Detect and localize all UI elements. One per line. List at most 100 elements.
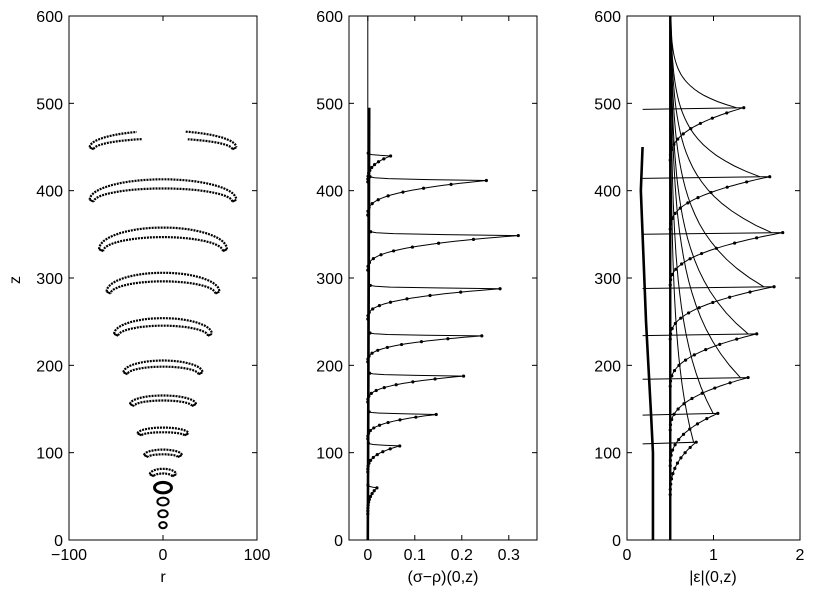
- profile-marker: [682, 402, 686, 406]
- spike-marker: [377, 423, 382, 427]
- spike-marker: [366, 437, 370, 441]
- profile-marker: [679, 316, 683, 320]
- y-tick-label: 300: [316, 271, 343, 288]
- panel-sigma-rho: 0 0.1 0.2 0.3 0 100 200 300 400 500 600 (σ−ρ)(0,z): [316, 9, 538, 586]
- spike-marker: [367, 171, 371, 175]
- shell-outer-arc: [88, 130, 137, 148]
- profile-tail: [670, 15, 714, 414]
- shell-inner-arc: [92, 138, 142, 150]
- spike-marker: [367, 410, 371, 414]
- shell-cap: [143, 454, 149, 459]
- shell: [98, 226, 228, 253]
- x-tick-label: 0.2: [451, 547, 473, 564]
- shell-inner-arc: [92, 187, 234, 202]
- profile-tail: [670, 15, 764, 288]
- spike-marker: [398, 418, 402, 422]
- profile-marker: [670, 327, 674, 331]
- profile-marker: [709, 190, 713, 195]
- profile-marker: [669, 477, 674, 481]
- panel-epsilon-data: [639, 15, 785, 540]
- profile-marker: [668, 158, 672, 162]
- panel-sigma-rho-data: [366, 16, 520, 541]
- shell-outer-arc: [113, 317, 213, 335]
- spike-marker: [366, 209, 370, 213]
- x-tick-label: 0: [623, 547, 632, 564]
- spike-marker: [366, 180, 370, 184]
- profile-marker: [728, 295, 732, 299]
- spike-marker: [375, 486, 379, 490]
- panel-epsilon-xlabel: |ε|(0,z): [689, 569, 736, 586]
- shell-cap: [98, 248, 104, 253]
- shell: [157, 509, 169, 519]
- shell-outer-arc: [88, 178, 238, 200]
- x-tick-label: −100: [51, 547, 87, 564]
- profile-curve: [642, 232, 783, 285]
- y-tick-label: 400: [316, 184, 343, 201]
- spike-marker: [366, 434, 370, 438]
- shell-inner-arc: [109, 280, 217, 294]
- profile-marker: [692, 353, 696, 357]
- y-tick-label: 200: [36, 358, 63, 375]
- profile-marker: [755, 236, 759, 240]
- spike-marker: [366, 264, 370, 268]
- spike: [366, 483, 379, 516]
- shell: [136, 426, 190, 437]
- spike-marker: [386, 420, 390, 425]
- profile-marker: [673, 211, 677, 215]
- profile-curve: [642, 377, 749, 430]
- shell-cap: [123, 371, 128, 376]
- profile-marker: [672, 412, 676, 416]
- spike-marker: [366, 441, 371, 445]
- shell: [88, 178, 238, 203]
- y-tick-label: 200: [594, 358, 621, 375]
- profile-marker: [748, 290, 752, 294]
- profile-tail: [670, 15, 737, 109]
- spike-marker: [367, 260, 372, 265]
- shell-outer-arc: [136, 426, 190, 434]
- spike-marker: [382, 386, 386, 390]
- profile-marker: [678, 206, 682, 210]
- y-tick-label: 500: [316, 96, 343, 113]
- profile-marker: [670, 417, 674, 422]
- spike-marker: [394, 383, 398, 387]
- shell-ring: [153, 480, 173, 495]
- panel-epsilon: 0 1 2 0 100 200 300 400 500 600 |ε|(0,z): [594, 9, 804, 586]
- spike-marker: [366, 357, 370, 361]
- profile-marker: [668, 337, 672, 341]
- spike-marker: [369, 230, 373, 234]
- profile-marker: [669, 148, 674, 152]
- profile-marker: [718, 342, 722, 346]
- spike: [366, 175, 488, 217]
- shell-inner-arc: [126, 365, 200, 375]
- shell-cap: [137, 432, 143, 437]
- profile-marker: [742, 106, 746, 110]
- spike-marker: [401, 190, 405, 194]
- y-tick-label: 0: [334, 533, 343, 550]
- profile-marker: [772, 285, 776, 289]
- profile-marker: [669, 482, 673, 486]
- spike-marker: [382, 157, 386, 161]
- spike-curve: [367, 284, 501, 319]
- profile-marker: [694, 440, 698, 444]
- x-tick-label: 2: [796, 547, 805, 564]
- shell: [122, 359, 204, 376]
- spike-marker: [399, 342, 404, 347]
- shell-outer-arc: [143, 448, 183, 456]
- profile-marker: [670, 272, 674, 277]
- shell-cap: [106, 290, 112, 295]
- spike-marker: [366, 512, 370, 516]
- spike-marker: [366, 483, 370, 487]
- envelope-curve: [639, 146, 655, 540]
- shell-cap: [207, 332, 213, 337]
- spike-marker: [366, 464, 370, 468]
- epsilon-profile: [642, 15, 785, 287]
- y-tick-label: 200: [316, 358, 343, 375]
- spike-marker: [377, 303, 382, 308]
- spike-marker: [370, 351, 374, 355]
- spike: [366, 283, 502, 321]
- profile-marker: [735, 337, 739, 341]
- epsilon-profile: [642, 15, 772, 231]
- spike-curve: [367, 332, 482, 362]
- spike-marker: [367, 461, 371, 465]
